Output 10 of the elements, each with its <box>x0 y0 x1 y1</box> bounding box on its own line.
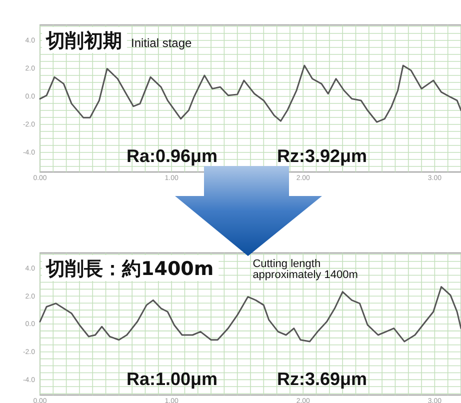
line-series <box>39 286 461 342</box>
text: Cutting length approximately 1400m <box>252 258 358 281</box>
annotation: Rz:3.69μm <box>276 369 368 389</box>
chart-title: 切削初期 <box>45 30 122 52</box>
text: Initial stage <box>131 36 192 50</box>
annotation: Ra:1.00μm <box>126 369 218 389</box>
annotation: Rz:3.92μm <box>276 146 368 166</box>
annotation: Ra:0.96μm <box>126 146 218 166</box>
line-series <box>39 64 461 123</box>
chart-title: 切削長：約1400m <box>45 258 214 280</box>
